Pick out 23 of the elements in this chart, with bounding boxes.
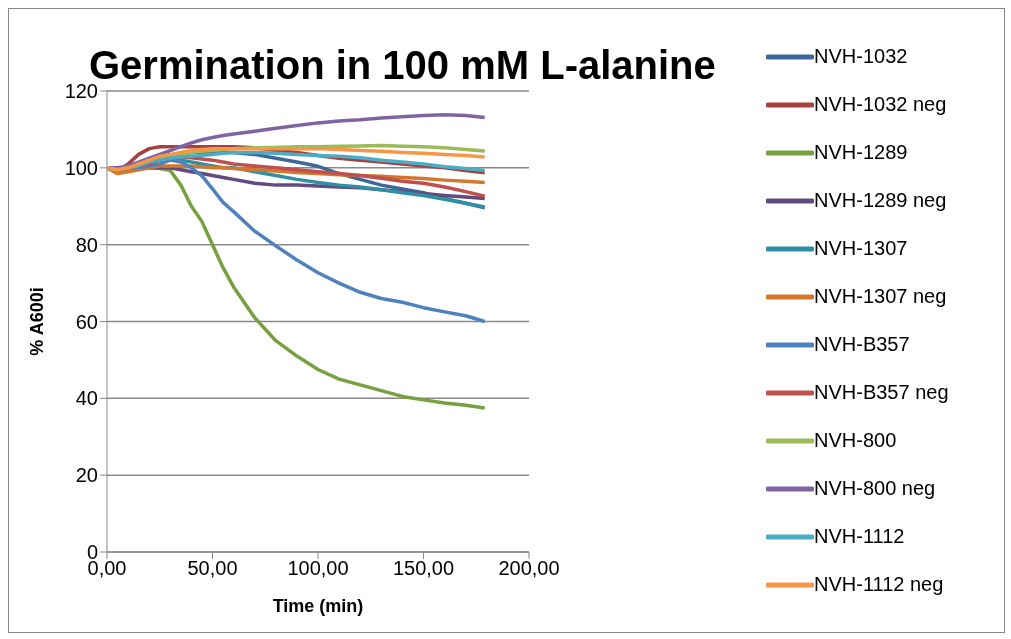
legend-label: NVH-B357 [814,333,910,356]
x-axis-title: Time (min) [272,596,364,616]
legend-label: NVH-800 neg [814,477,936,500]
y-tick-label: 60 [75,310,98,333]
legend-label: NVH-1032 neg [814,93,947,116]
y-tick-label: 80 [75,233,98,256]
legend-label: NVH-1307 neg [814,285,947,308]
legend-label: NVH-B357 neg [814,381,949,404]
y-tick-label: 40 [75,387,98,410]
y-tick-label: 100 [64,156,98,179]
legend-label: NVH-1289 [814,141,908,164]
y-axis-title: % A600i [27,287,48,356]
x-tick-label: 50,00 [187,557,238,580]
legend-label: NVH-1112 neg [814,573,944,596]
x-tick-label: 100,00 [287,557,349,580]
legend-label: NVH-1112 [814,525,905,548]
legend-label: NVH-1289 neg [814,189,947,212]
legend-label: NVH-1307 [814,237,908,260]
x-tick-label: 200,00 [498,557,560,580]
x-tick-label: 150,00 [392,557,455,580]
y-tick-label: 20 [75,464,98,487]
legend-label: NVH-800 [814,429,897,452]
legend-label: NVH-1032 [814,45,908,68]
